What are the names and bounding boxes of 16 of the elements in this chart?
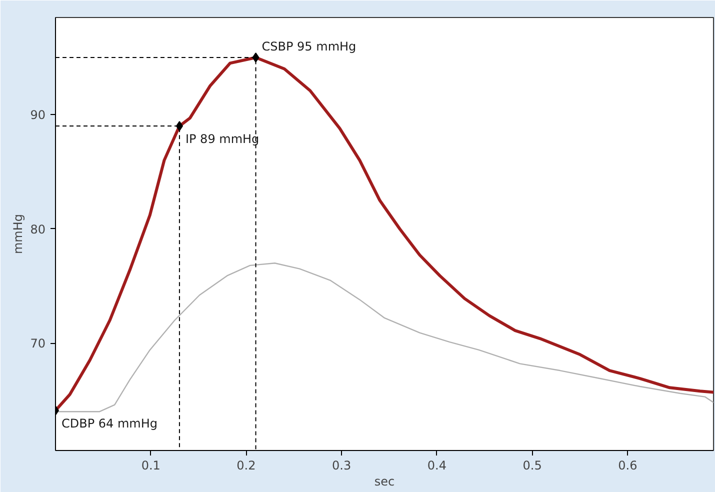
point [252,52,260,62]
y-tick-label: 90 [30,108,46,122]
x-tick-label: 0.3 [332,458,352,472]
x-tick-label: 0.1 [141,458,160,472]
x-tick-label: 0.6 [618,458,638,472]
annotation: CSBP 95 mmHg [262,39,356,54]
x-axis-title: sec [374,474,395,488]
x-tick-label: 0.5 [522,458,542,472]
y-axis-title: mmHg [11,214,26,254]
x-tick-label: 0.2 [236,458,256,472]
x-tick-label: 0.4 [427,458,446,472]
y-tick-label: 80 [30,222,46,236]
annotation: CDBP 64 mmHg [62,416,158,431]
annotation: IP 89 mmHg [185,132,260,146]
y-tick-label: 70 [30,336,46,351]
point [176,121,183,132]
